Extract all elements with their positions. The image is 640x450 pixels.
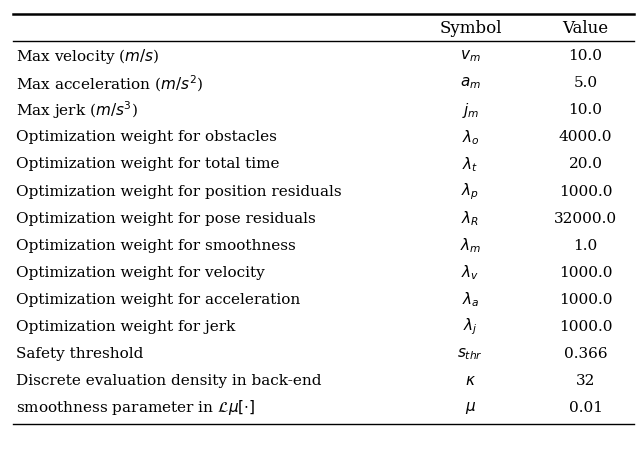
Text: Max velocity ($\mathit{m/s}$): Max velocity ($\mathit{m/s}$) [16, 47, 159, 66]
Text: $\lambda_o$: $\lambda_o$ [461, 128, 479, 147]
Text: Value: Value [563, 20, 609, 37]
Text: 32: 32 [576, 374, 595, 388]
Text: 1.0: 1.0 [573, 238, 598, 252]
Text: $\mu$: $\mu$ [465, 400, 476, 416]
Text: $\lambda_j$: $\lambda_j$ [463, 316, 477, 337]
Text: 1000.0: 1000.0 [559, 320, 612, 334]
Text: $\lambda_a$: $\lambda_a$ [461, 290, 479, 309]
Text: Optimization weight for smoothness: Optimization weight for smoothness [16, 238, 296, 252]
Text: 1000.0: 1000.0 [559, 184, 612, 198]
Text: $v_m$: $v_m$ [460, 49, 481, 64]
Text: 10.0: 10.0 [568, 49, 603, 63]
Text: Discrete evaluation density in back-end: Discrete evaluation density in back-end [16, 374, 321, 388]
Text: $\lambda_v$: $\lambda_v$ [461, 263, 479, 282]
Text: $\kappa$: $\kappa$ [465, 374, 476, 388]
Text: Optimization weight for acceleration: Optimization weight for acceleration [16, 293, 300, 307]
Text: $\lambda_m$: $\lambda_m$ [460, 236, 481, 255]
Text: 4000.0: 4000.0 [559, 130, 612, 144]
Text: $a_m$: $a_m$ [460, 76, 481, 91]
Text: $\lambda_t$: $\lambda_t$ [462, 155, 479, 174]
Text: 10.0: 10.0 [568, 104, 603, 117]
Text: 0.366: 0.366 [564, 347, 607, 361]
Text: 5.0: 5.0 [573, 76, 598, 90]
Text: Optimization weight for jerk: Optimization weight for jerk [16, 320, 236, 334]
Text: 0.01: 0.01 [568, 401, 603, 415]
Text: 32000.0: 32000.0 [554, 212, 617, 225]
Text: Max acceleration ($\mathit{m/s}^2$): Max acceleration ($\mathit{m/s}^2$) [16, 73, 203, 94]
Text: Max jerk ($\mathit{m/s}^3$): Max jerk ($\mathit{m/s}^3$) [16, 99, 138, 121]
Text: Safety threshold: Safety threshold [16, 347, 143, 361]
Text: $\lambda_R$: $\lambda_R$ [461, 209, 479, 228]
Text: $s_{thr}$: $s_{thr}$ [458, 346, 483, 362]
Text: Optimization weight for total time: Optimization weight for total time [16, 158, 280, 171]
Text: smoothness parameter in $\mathcal{L}\mu[\cdot]$: smoothness parameter in $\mathcal{L}\mu[… [16, 399, 255, 418]
Text: $j_m$: $j_m$ [461, 101, 479, 120]
Text: 1000.0: 1000.0 [559, 293, 612, 307]
Text: Optimization weight for velocity: Optimization weight for velocity [16, 266, 265, 280]
Text: Optimization weight for pose residuals: Optimization weight for pose residuals [16, 212, 316, 225]
Text: Optimization weight for obstacles: Optimization weight for obstacles [16, 130, 277, 144]
Text: Symbol: Symbol [439, 20, 502, 37]
Text: $\lambda_p$: $\lambda_p$ [461, 181, 479, 202]
Text: Optimization weight for position residuals: Optimization weight for position residua… [16, 184, 342, 198]
Text: 1000.0: 1000.0 [559, 266, 612, 280]
Text: 20.0: 20.0 [568, 158, 603, 171]
